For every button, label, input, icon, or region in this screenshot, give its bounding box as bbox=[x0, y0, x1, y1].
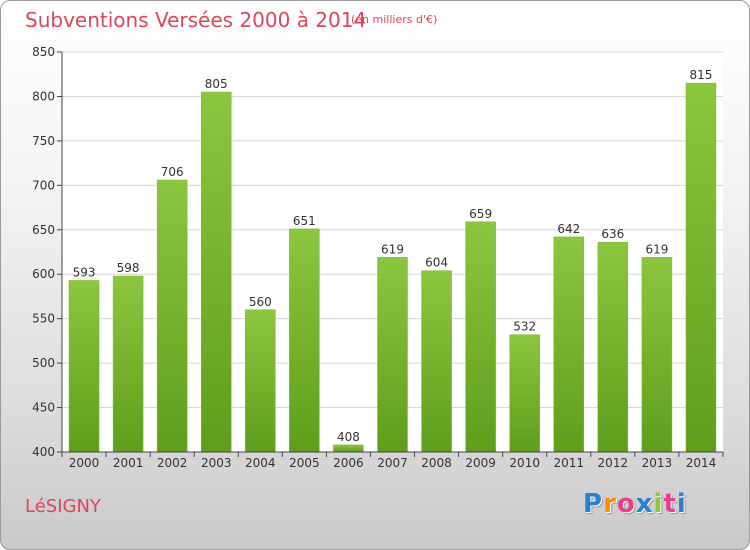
value-label-2014: 815 bbox=[690, 68, 713, 82]
logo-letter: P bbox=[583, 489, 604, 519]
y-tick-label: 700 bbox=[32, 178, 55, 192]
logo-letter: x bbox=[635, 489, 654, 519]
x-tick-label-2007: 2007 bbox=[377, 456, 408, 470]
y-tick-label: 750 bbox=[32, 134, 55, 148]
x-tick-label-2002: 2002 bbox=[157, 456, 188, 470]
logo-letter: i bbox=[676, 489, 687, 519]
chart-subtitle: (en milliers d'€) bbox=[351, 13, 438, 26]
value-label-2009: 659 bbox=[469, 207, 492, 221]
value-label-2003: 805 bbox=[205, 77, 228, 91]
value-label-2004: 560 bbox=[249, 295, 272, 309]
x-tick-label-2005: 2005 bbox=[289, 456, 320, 470]
y-tick-label: 400 bbox=[32, 445, 55, 459]
x-tick-label-2006: 2006 bbox=[333, 456, 364, 470]
y-tick-label: 500 bbox=[32, 356, 55, 370]
bar-2008 bbox=[421, 270, 452, 453]
x-tick-label-2004: 2004 bbox=[245, 456, 276, 470]
bar-2010 bbox=[509, 334, 540, 453]
x-tick-label-2010: 2010 bbox=[509, 456, 540, 470]
bar-2012 bbox=[597, 241, 629, 453]
value-label-2013: 619 bbox=[645, 242, 668, 256]
y-tick-label: 450 bbox=[32, 401, 55, 415]
place-name: LéSIGNY bbox=[25, 496, 101, 517]
y-tick-label: 800 bbox=[32, 89, 55, 103]
value-label-2012: 636 bbox=[601, 227, 624, 241]
bar-2001 bbox=[112, 275, 144, 453]
bar-2002 bbox=[156, 179, 188, 453]
logo-letter: o bbox=[616, 489, 636, 519]
bar-2011 bbox=[553, 236, 585, 453]
proxiti-logo: Proxiti bbox=[583, 489, 687, 519]
x-tick-label-2003: 2003 bbox=[201, 456, 232, 470]
bar-2009 bbox=[465, 221, 496, 453]
logo-letter: r bbox=[603, 489, 617, 519]
y-tick-label: 600 bbox=[32, 267, 55, 281]
value-label-2002: 706 bbox=[161, 165, 184, 179]
logo-letter: i bbox=[653, 489, 664, 519]
y-tick-label: 850 bbox=[32, 45, 55, 59]
axes: 400 450 500 550 600 650 700 750 800 850 2000 2001 20… bbox=[32, 45, 724, 470]
x-tick-label-2012: 2012 bbox=[598, 456, 629, 470]
bar-2000 bbox=[68, 280, 100, 453]
value-label-2006: 408 bbox=[337, 430, 360, 444]
value-label-2008: 604 bbox=[425, 256, 448, 270]
logo-letter: t bbox=[663, 489, 677, 519]
value-label-2007: 619 bbox=[381, 242, 404, 256]
value-label-2005: 651 bbox=[293, 214, 316, 228]
y-tick-label: 550 bbox=[32, 312, 55, 326]
x-tick-label-2001: 2001 bbox=[113, 456, 144, 470]
bar-2003 bbox=[200, 91, 232, 453]
x-tick-label-2011: 2011 bbox=[553, 456, 584, 470]
x-tick-label-2009: 2009 bbox=[465, 456, 496, 470]
x-tick-label-2000: 2000 bbox=[69, 456, 100, 470]
value-label-2001: 598 bbox=[117, 261, 140, 275]
bar-2013 bbox=[641, 257, 673, 453]
x-tick-label-2014: 2014 bbox=[686, 456, 717, 470]
value-label-2011: 642 bbox=[557, 222, 580, 236]
chart-title: Subventions Versées 2000 à 2014 bbox=[25, 8, 367, 32]
value-label-2000: 593 bbox=[73, 265, 96, 279]
y-tick-label: 650 bbox=[32, 223, 55, 237]
x-tick-label-2013: 2013 bbox=[642, 456, 673, 470]
x-tick-label-2008: 2008 bbox=[421, 456, 452, 470]
bars: 593 598 706 805 560 651 408 619 604 659 532 642 636 6… bbox=[68, 68, 717, 453]
value-label-2010: 532 bbox=[513, 320, 536, 334]
bar-2005 bbox=[289, 228, 320, 453]
bar-2007 bbox=[377, 257, 408, 453]
bar-2006 bbox=[333, 444, 364, 453]
bar-2004 bbox=[245, 309, 276, 453]
bar-2014 bbox=[685, 82, 717, 453]
